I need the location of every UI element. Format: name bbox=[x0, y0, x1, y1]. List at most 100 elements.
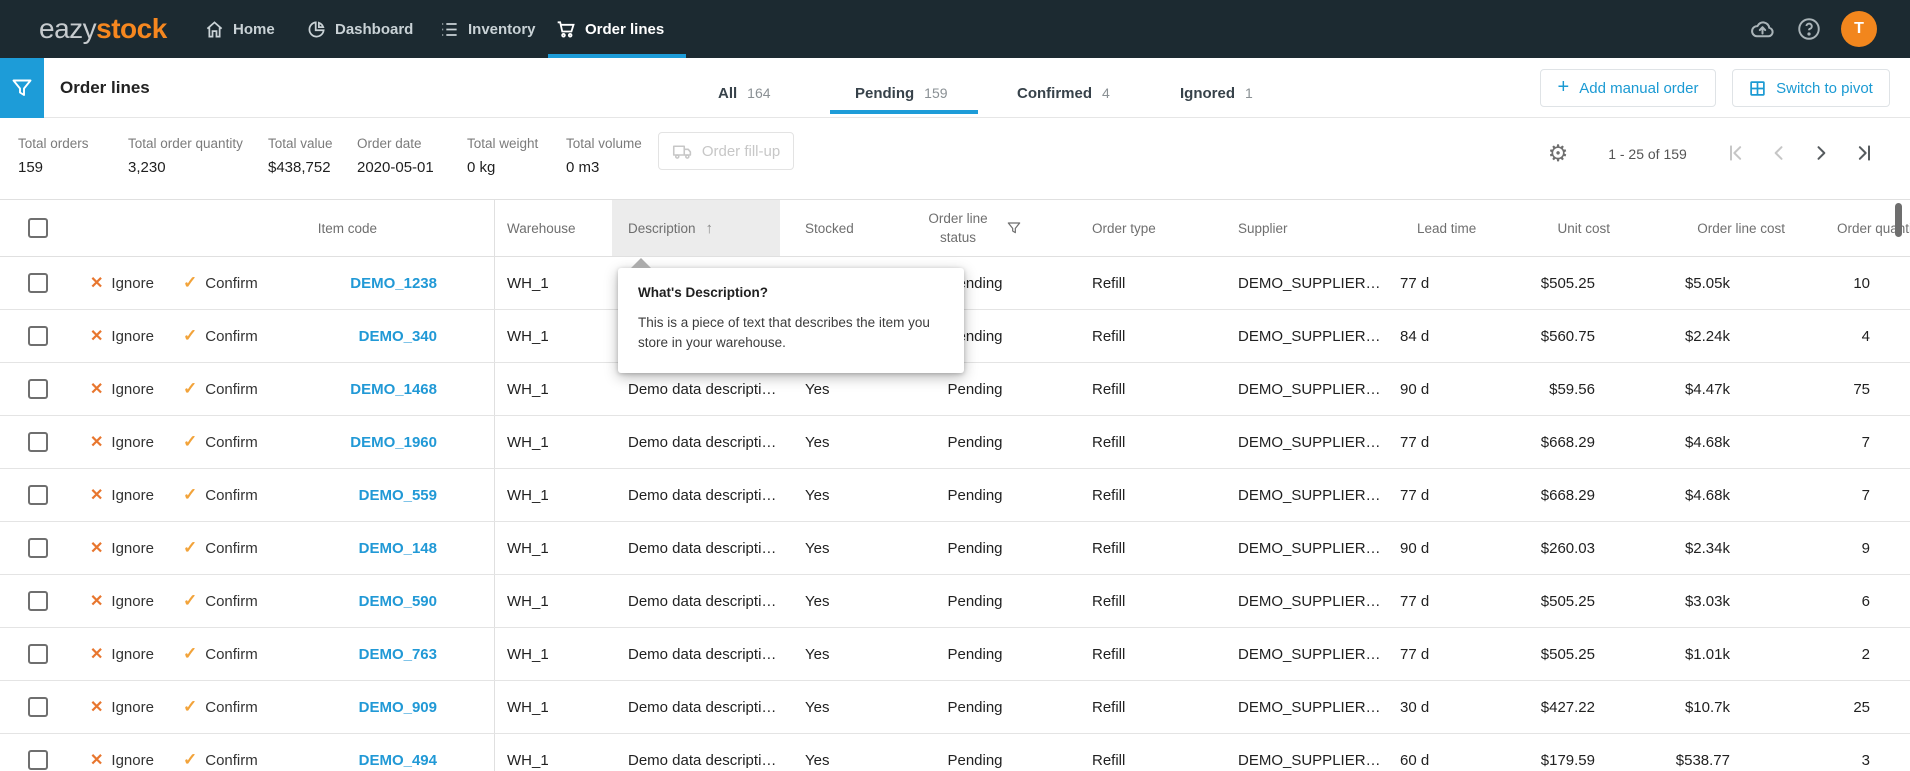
item-code-link[interactable]: DEMO_148 bbox=[358, 539, 437, 557]
order-type-cell: Refill bbox=[1092, 274, 1126, 292]
row-checkbox[interactable] bbox=[28, 326, 48, 346]
ignore-action[interactable]: ✕ Ignore bbox=[75, 416, 168, 468]
row-checkbox[interactable] bbox=[28, 273, 48, 293]
ignore-action[interactable]: ✕ Ignore bbox=[75, 681, 168, 733]
confirm-action[interactable]: ✓ Confirm bbox=[168, 363, 280, 415]
logo-stock: stock bbox=[96, 13, 167, 44]
user-avatar[interactable]: T bbox=[1841, 11, 1877, 47]
stat-value: 0 m3 bbox=[566, 159, 600, 176]
ignore-action[interactable]: ✕ Ignore bbox=[75, 575, 168, 627]
confirm-action[interactable]: ✓ Confirm bbox=[168, 628, 280, 680]
column-header-order-quantity[interactable]: Order quantity bbox=[1837, 220, 1910, 236]
row-checkbox[interactable] bbox=[28, 379, 48, 399]
table-settings-button[interactable]: ⚙ bbox=[1543, 138, 1573, 168]
ignore-action[interactable]: ✕ Ignore bbox=[75, 734, 168, 771]
row-checkbox[interactable] bbox=[28, 485, 48, 505]
table-row: ✕ Ignore ✓ Confirm DEMO_559 WH_1 Demo da… bbox=[0, 469, 1910, 522]
column-header-item-code[interactable]: Item code bbox=[280, 200, 495, 256]
column-header-description[interactable]: Description ↑ bbox=[612, 200, 780, 256]
item-code-link[interactable]: DEMO_1238 bbox=[350, 274, 437, 292]
dashboard-pie-icon bbox=[308, 20, 325, 37]
add-manual-order-button[interactable]: + Add manual order bbox=[1540, 69, 1716, 107]
supplier-cell: DEMO_SUPPLIER… bbox=[1238, 751, 1381, 769]
eazystock-logo[interactable]: eazystock bbox=[39, 13, 167, 45]
nav-item-home[interactable]: Home bbox=[205, 0, 275, 58]
column-header-order-line-cost[interactable]: Order line cost bbox=[1697, 220, 1785, 236]
column-header-warehouse[interactable]: Warehouse bbox=[507, 220, 576, 236]
confirm-action[interactable]: ✓ Confirm bbox=[168, 681, 280, 733]
ignore-action[interactable]: ✕ Ignore bbox=[75, 469, 168, 521]
column-header-order-line-status[interactable]: Order line status bbox=[880, 200, 1070, 256]
ignore-action[interactable]: ✕ Ignore bbox=[75, 257, 168, 309]
order-quantity-cell: 7 bbox=[1861, 433, 1870, 451]
vertical-scrollbar-thumb[interactable] bbox=[1895, 203, 1902, 237]
stocked-cell: Yes bbox=[805, 486, 830, 504]
item-code-link[interactable]: DEMO_909 bbox=[358, 698, 437, 716]
unit-cost-cell: $560.75 bbox=[1540, 327, 1595, 345]
ignore-label: Ignore bbox=[111, 433, 154, 451]
help-button[interactable] bbox=[1792, 12, 1826, 46]
cart-icon bbox=[557, 21, 575, 38]
nav-item-label: Inventory bbox=[468, 20, 536, 38]
ignore-action[interactable]: ✕ Ignore bbox=[75, 628, 168, 680]
item-code-link[interactable]: DEMO_590 bbox=[358, 592, 437, 610]
row-checkbox[interactable] bbox=[28, 697, 48, 717]
ignore-action[interactable]: ✕ Ignore bbox=[75, 363, 168, 415]
confirm-action[interactable]: ✓ Confirm bbox=[168, 416, 280, 468]
pagination-prev-button[interactable] bbox=[1763, 137, 1795, 169]
item-code-link[interactable]: DEMO_559 bbox=[358, 486, 437, 504]
column-header-lead-time[interactable]: Lead time bbox=[1417, 220, 1477, 236]
order-line-cost-cell: $538.77 bbox=[1675, 751, 1730, 769]
warehouse-cell: WH_1 bbox=[507, 698, 549, 716]
warehouse-cell: WH_1 bbox=[507, 645, 549, 663]
row-checkbox[interactable] bbox=[28, 591, 48, 611]
column-header-supplier[interactable]: Supplier bbox=[1238, 220, 1288, 236]
row-checkbox[interactable] bbox=[28, 432, 48, 452]
pagination-next-button[interactable] bbox=[1805, 137, 1837, 169]
order-fillup-button[interactable]: Order fill-up bbox=[658, 132, 794, 170]
row-checkbox[interactable] bbox=[28, 750, 48, 770]
item-code-link[interactable]: DEMO_1468 bbox=[350, 380, 437, 398]
nav-item-order-lines[interactable]: Order lines bbox=[556, 0, 664, 58]
unit-cost-cell: $260.03 bbox=[1540, 539, 1595, 557]
row-checkbox[interactable] bbox=[28, 538, 48, 558]
confirm-action[interactable]: ✓ Confirm bbox=[168, 257, 280, 309]
header-confirm-spacer bbox=[168, 200, 280, 256]
tab-ignored[interactable]: Ignored 1 bbox=[1180, 58, 1253, 118]
confirm-action[interactable]: ✓ Confirm bbox=[168, 575, 280, 627]
warehouse-cell: WH_1 bbox=[507, 327, 549, 345]
column-header-stocked[interactable]: Stocked bbox=[805, 220, 854, 236]
table-row: ✕ Ignore ✓ Confirm DEMO_148 WH_1 Demo da… bbox=[0, 522, 1910, 575]
pagination-first-button[interactable] bbox=[1720, 137, 1752, 169]
cloud-upload-button[interactable] bbox=[1745, 12, 1779, 46]
column-header-order-type[interactable]: Order type bbox=[1092, 220, 1156, 236]
item-code-link[interactable]: DEMO_494 bbox=[358, 751, 437, 769]
column-filter-icon[interactable] bbox=[1006, 220, 1022, 236]
nav-item-dashboard[interactable]: Dashboard bbox=[307, 0, 413, 58]
row-checkbox[interactable] bbox=[28, 644, 48, 664]
confirm-action[interactable]: ✓ Confirm bbox=[168, 522, 280, 574]
switch-to-pivot-button[interactable]: Switch to pivot bbox=[1732, 69, 1890, 107]
confirm-label: Confirm bbox=[205, 698, 258, 716]
lead-time-cell: 84 d bbox=[1400, 327, 1430, 345]
item-code-link[interactable]: DEMO_1960 bbox=[350, 433, 437, 451]
confirm-action[interactable]: ✓ Confirm bbox=[168, 469, 280, 521]
ignore-action[interactable]: ✕ Ignore bbox=[75, 522, 168, 574]
column-header-unit-cost[interactable]: Unit cost bbox=[1557, 220, 1610, 236]
confirm-action[interactable]: ✓ Confirm bbox=[168, 310, 280, 362]
supplier-cell: DEMO_SUPPLIER… bbox=[1238, 486, 1381, 504]
pagination-last-button[interactable] bbox=[1848, 137, 1880, 169]
ignore-action[interactable]: ✕ Ignore bbox=[75, 310, 168, 362]
nav-item-inventory[interactable]: Inventory bbox=[440, 0, 536, 58]
tab-all[interactable]: All 164 bbox=[718, 58, 771, 118]
order-line-status-cell: Pending bbox=[947, 486, 1003, 504]
select-all-checkbox[interactable] bbox=[28, 218, 48, 238]
confirm-action[interactable]: ✓ Confirm bbox=[168, 734, 280, 771]
filter-panel-button[interactable] bbox=[0, 58, 44, 118]
stocked-cell: Yes bbox=[805, 698, 830, 716]
item-code-link[interactable]: DEMO_763 bbox=[358, 645, 437, 663]
tab-confirmed[interactable]: Confirmed 4 bbox=[1017, 58, 1110, 118]
tab-pending[interactable]: Pending 159 bbox=[855, 58, 948, 118]
tab-count: 159 bbox=[924, 85, 948, 101]
item-code-link[interactable]: DEMO_340 bbox=[358, 327, 437, 345]
